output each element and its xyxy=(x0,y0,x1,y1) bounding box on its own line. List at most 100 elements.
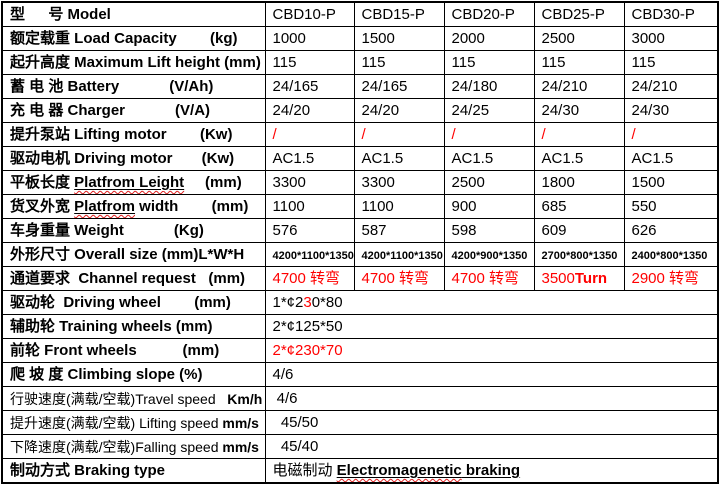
value-lifting-motor-col5: / xyxy=(623,122,719,147)
text-segment: 4200*1100*1350 xyxy=(272,250,354,262)
row-label-training-wheels: 辅助轮 Training wheels (mm) xyxy=(1,314,266,339)
text-segment: / xyxy=(272,126,277,143)
text-segment: 900 xyxy=(451,198,477,215)
spellcheck-wavy-underline: Platfrom Leight xyxy=(74,174,185,191)
value-travel-speed-merged: 4/6 xyxy=(264,386,719,411)
value-falling-speed-merged: 45/40 xyxy=(264,434,719,459)
value-climbing-slope-merged: 4/6 xyxy=(264,362,719,387)
value-overall-size-col3: 4200*900*1350 xyxy=(443,242,535,267)
text-segment: (mm) xyxy=(178,198,249,215)
table-row-model: 型 号 Model CBD10-P CBD15-P CBD20-P CBD25-P CBD… xyxy=(1,1,719,27)
text-segment: 550 xyxy=(631,198,657,215)
value-model-col1: CBD10-P xyxy=(264,1,355,27)
text-segment: AC1.5 xyxy=(361,150,404,167)
row-label-falling-speed: 下降速度(满载/空载)Falling speed mm/s xyxy=(1,434,266,459)
text-segment: 4/6 xyxy=(272,390,298,407)
text-segment: 下降速度(满载/空载)Falling speed xyxy=(10,438,223,455)
text-segment: 通道要求 Channel request (mm) xyxy=(10,270,246,287)
value-platfrom-width-col5: 550 xyxy=(623,194,719,219)
value-lifting-motor-col2: / xyxy=(353,122,445,147)
text-segment: mm/s xyxy=(222,414,259,431)
text-segment: 4/6 xyxy=(272,366,294,383)
value-maximum-lift-height-col5: 115 xyxy=(623,50,719,75)
value-training-wheels-merged: 2*¢125*50 xyxy=(264,314,719,339)
value-weight-col3: 598 xyxy=(443,218,535,243)
text-segment: 24/210 xyxy=(631,78,678,95)
text-segment: braking xyxy=(461,462,521,479)
value-load-capacity-col1: 1000 xyxy=(264,26,355,51)
value-maximum-lift-height-col2: 115 xyxy=(353,50,445,75)
text-segment: / xyxy=(541,126,546,143)
text-segment: 制动方式 xyxy=(10,462,75,479)
text-segment: Km/h xyxy=(227,390,263,407)
row-label-charger: 充 电 器 Charger (V/A) xyxy=(1,98,266,123)
text-segment: 2000 xyxy=(451,30,485,47)
value-lifting-motor-col4: / xyxy=(533,122,625,147)
value-maximum-lift-height-col1: 115 xyxy=(264,50,355,75)
text-segment: 1*¢2 xyxy=(272,294,304,311)
value-driving-wheel-merged: 1*¢230*80 xyxy=(264,290,719,315)
value-model-col4: CBD25-P xyxy=(533,1,625,27)
value-channel-request-col3: 4700 转弯 xyxy=(443,266,535,291)
value-weight-col2: 587 xyxy=(353,218,445,243)
text-segment: 充 电 器 Charger (V/A) xyxy=(10,102,211,119)
text-segment: CBD20-P xyxy=(451,6,515,23)
row-label-braking-type: 制动方式 Braking type xyxy=(1,458,266,484)
text-segment: / xyxy=(631,126,636,143)
text-segment: 115 xyxy=(451,54,476,71)
text-segment: 24/180 xyxy=(451,78,498,95)
row-label-driving-wheel: 驱动轮 Driving wheel (mm) xyxy=(1,290,266,315)
value-model-col2: CBD15-P xyxy=(353,1,445,27)
text-segment: 609 xyxy=(541,222,567,239)
table-row-overall-size: 外形尺寸 Overall size (mm)L*W*H 4200*1100*135… xyxy=(1,242,719,267)
row-label-load-capacity: 额定载重 Load Capacity (kg) xyxy=(1,26,266,51)
text-segment: 驱动轮 Driving wheel (mm) xyxy=(10,294,231,311)
text-segment: 24/30 xyxy=(631,102,670,119)
text-segment: 3000 xyxy=(631,30,665,47)
value-model-col3: CBD20-P xyxy=(443,1,535,27)
value-model-col5: CBD30-P xyxy=(623,1,719,27)
text-segment: 4700 转弯 xyxy=(361,270,430,287)
text-segment: 587 xyxy=(361,222,387,239)
table-row-travel-speed: 行驶速度(满载/空载)Travel speed Km/h 4/6 xyxy=(1,386,719,411)
table-row-platfrom-leight: 平板长度 Platfrom Leight (mm) 3300 3300 2500 180… xyxy=(1,170,719,195)
value-platfrom-leight-col2: 3300 xyxy=(353,170,445,195)
value-load-capacity-col4: 2500 xyxy=(533,26,625,51)
text-segment: / xyxy=(361,126,366,143)
value-battery-col3: 24/180 xyxy=(443,74,535,99)
row-label-weight: 车身重量 Weight (Kg) xyxy=(1,218,266,243)
text-segment: 1000 xyxy=(272,30,306,47)
row-label-driving-motor: 驱动电机 Driving motor (Kw) xyxy=(1,146,266,171)
value-driving-motor-col2: AC1.5 xyxy=(353,146,445,171)
text-segment: CBD15-P xyxy=(361,6,425,23)
value-maximum-lift-height-col3: 115 xyxy=(443,50,535,75)
text-segment: 24/30 xyxy=(541,102,580,119)
text-segment: Platfrom Leight xyxy=(74,174,184,191)
table-row-driving-wheel: 驱动轮 Driving wheel (mm) 1*¢230*80 xyxy=(1,290,719,315)
text-segment: 24/20 xyxy=(272,102,311,119)
value-charger-col2: 24/20 xyxy=(353,98,445,123)
text-segment: 4200*1100*1350 xyxy=(361,250,443,262)
text-segment: 型 号 xyxy=(10,6,68,23)
table-row-battery: 蓄 电 池 Battery (V/Ah) 24/165 24/165 24/180 24… xyxy=(1,74,719,99)
value-load-capacity-col3: 2000 xyxy=(443,26,535,51)
text-segment: 行驶速度(满载/空载)Travel speed xyxy=(10,390,228,407)
text-segment: 2900 转弯 xyxy=(631,270,700,287)
value-battery-col4: 24/210 xyxy=(533,74,625,99)
text-segment: 24/25 xyxy=(451,102,490,119)
table-row-lifting-motor: 提升泵站 Lifting motor (Kw) / / / / / xyxy=(1,122,719,147)
text-segment: 24/20 xyxy=(361,102,400,119)
table-row-weight: 车身重量 Weight (Kg) 576 587 598 609 626 xyxy=(1,218,719,243)
text-segment: Electromagenetic xyxy=(337,462,462,479)
text-segment: 爬 坡 度 Climbing slope (%) xyxy=(10,366,203,383)
text-segment: 2500 xyxy=(541,30,575,47)
row-label-front-wheels: 前轮 Front wheels (mm) xyxy=(1,338,266,363)
table-row-front-wheels: 前轮 Front wheels (mm) 2*¢230*70 xyxy=(1,338,719,363)
value-braking-type-merged: 电磁制动 Electromagenetic braking xyxy=(264,458,719,484)
text-segment: 1500 xyxy=(631,174,665,191)
value-battery-col2: 24/165 xyxy=(353,74,445,99)
table-row-maximum-lift-height: 起升高度 Maximum Lift height (mm) 115 115 115 11… xyxy=(1,50,719,75)
text-segment: 3 xyxy=(303,294,312,311)
value-battery-col5: 24/210 xyxy=(623,74,719,99)
